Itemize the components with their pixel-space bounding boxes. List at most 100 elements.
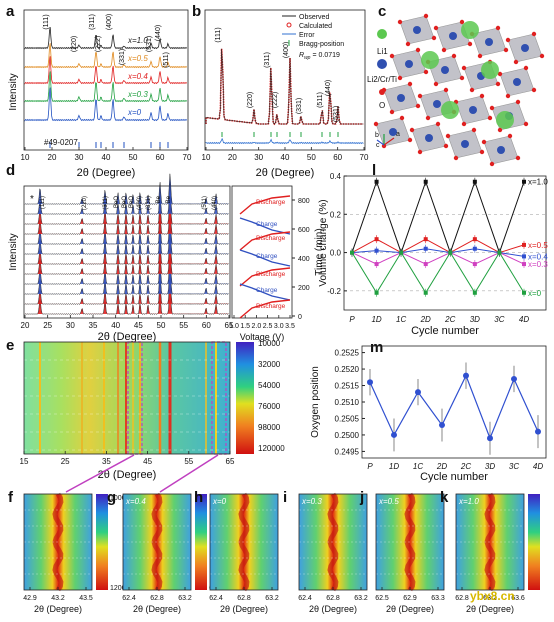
panel-c: c Li1 Li2/Cr/Ti O b c a [367,3,545,167]
x-tick-label: 3D [485,462,495,471]
colorbar-label: 32000 [258,360,281,369]
oxygen-atom [523,121,529,127]
x-tick-label: 40 [111,321,120,330]
li2-atom [425,134,433,142]
panel-letter: h [194,489,203,506]
oxygen-atom [397,75,403,81]
x-tick-label: 35 [89,321,98,330]
series-line [351,180,525,255]
peak-label: (311) [103,196,109,210]
oxygen-atom [407,137,413,143]
li2-atom [433,100,441,108]
oxygen-atom [431,35,437,41]
x-tick-label: 55 [179,321,188,330]
y-ticks: -0.2 0.0 0.2 0.4 [327,172,347,296]
x-tick-label: 42.9 [23,595,37,602]
li2-atom [485,38,493,46]
peak-label: (440) [212,196,218,210]
oxygen-atom [453,155,459,161]
peak-labels: (111) (220) (311) (222) (400) (331) (531)(440)… [43,14,170,68]
oxygen-atom [531,31,537,37]
data-point [399,250,404,255]
voltage-axis-label: Voltage (V) [240,332,285,342]
data-point [497,250,502,255]
data-point [374,248,379,253]
time-tick-label: 600 [298,227,310,234]
oxygen-atom [445,133,451,139]
oxygen-atom [477,53,483,59]
panel-d: d Intensity (111) (220) (311) BeO BeO BeO (400… [6,162,325,343]
observed-curve [205,48,364,125]
series-line [369,374,539,440]
xrd-scan [24,263,229,296]
oxygen-atom [443,143,449,149]
x-tick-label: 1D [389,462,399,471]
colorbar [236,342,254,454]
x-tick-label: 45 [143,457,152,466]
oxygen-atom [531,87,537,93]
time-ticks: 0 200 400 600 800 [292,198,310,321]
xrd-curve [24,56,188,85]
xrd-scan [24,253,229,286]
x-ticks: 10 20 30 40 50 60 70 [21,147,192,162]
voltage-segment [239,267,291,287]
data-point [522,290,526,295]
x-tick-label: 45 [134,321,143,330]
peak-label: (222) [95,36,102,52]
oxygen-atom [513,59,519,65]
x-tick-label: 20 [21,321,30,330]
legend-calculated: Calculated [299,23,332,30]
voltage-profile: Discharge Charge Discharge Charge Discharge C… [239,195,291,319]
peak-label: (331) [296,98,303,114]
state-label: Discharge [256,303,286,310]
x-tick-label: 63.2 [178,595,192,602]
series-line [351,248,525,257]
y-axis-label: Oxygen position [310,366,321,438]
time-tick-label: 400 [298,256,310,263]
panel-letter: i [283,489,287,506]
x-tick-label: 30 [66,321,75,330]
voltage-segment [239,217,291,235]
zoom-arrow-f [65,454,135,493]
colorbar-label: 10000 [258,339,281,348]
legend-x=0.4: x=0.4 [127,72,148,81]
li1-atom-icon [377,29,387,39]
oxygen-atom [415,47,421,53]
peak-label: (222) [272,92,279,108]
xrd-scan [24,213,229,246]
series-label: x=0.3 [528,260,548,269]
svg-text:Rwp= 0.0719: Rwp = 0.0719 [299,52,340,61]
legend-observed: Observed [299,14,329,21]
y-axis-label: Intensity [8,233,19,270]
x-tick-label: 50 [307,153,316,162]
state-label: Discharge [256,199,286,206]
series-label: x=1.0 [528,178,548,187]
peak-label: (311) [89,14,96,30]
x-tick-label: 20 [228,153,237,162]
state-label: Discharge [256,235,286,242]
data-point [535,428,541,435]
y-tick-label: 0.2505 [335,414,360,423]
x-tick-label: 10 [21,153,30,162]
x-axis-label: 2θ (Degree) [34,604,82,614]
x-tick-label: 62.8 [237,595,251,602]
x-tick-label: 63.6 [511,595,525,602]
x-tick-label: 55 [184,457,193,466]
peak-label: (311) [264,52,271,68]
time-tick-label: 200 [298,285,310,292]
x-tick-label: 2C [460,462,471,471]
oxygen-atom [523,65,529,71]
oxygen-atom [507,133,513,139]
oxygen-atom [461,121,467,127]
data-point [439,422,445,429]
x-tick-label: 2D [420,315,431,324]
x-tick-label: 62.5 [375,595,389,602]
oxygen-atom [433,81,439,87]
oxygen-atom [407,81,413,87]
contour-peak-lines [24,342,230,454]
legend-li1: Li1 [377,47,388,56]
y-tick-label: 0.2525 [335,349,360,358]
rwp-value: = 0.0719 [312,52,340,59]
peak-label: (400) [106,14,113,30]
axis-a: a [396,131,400,138]
